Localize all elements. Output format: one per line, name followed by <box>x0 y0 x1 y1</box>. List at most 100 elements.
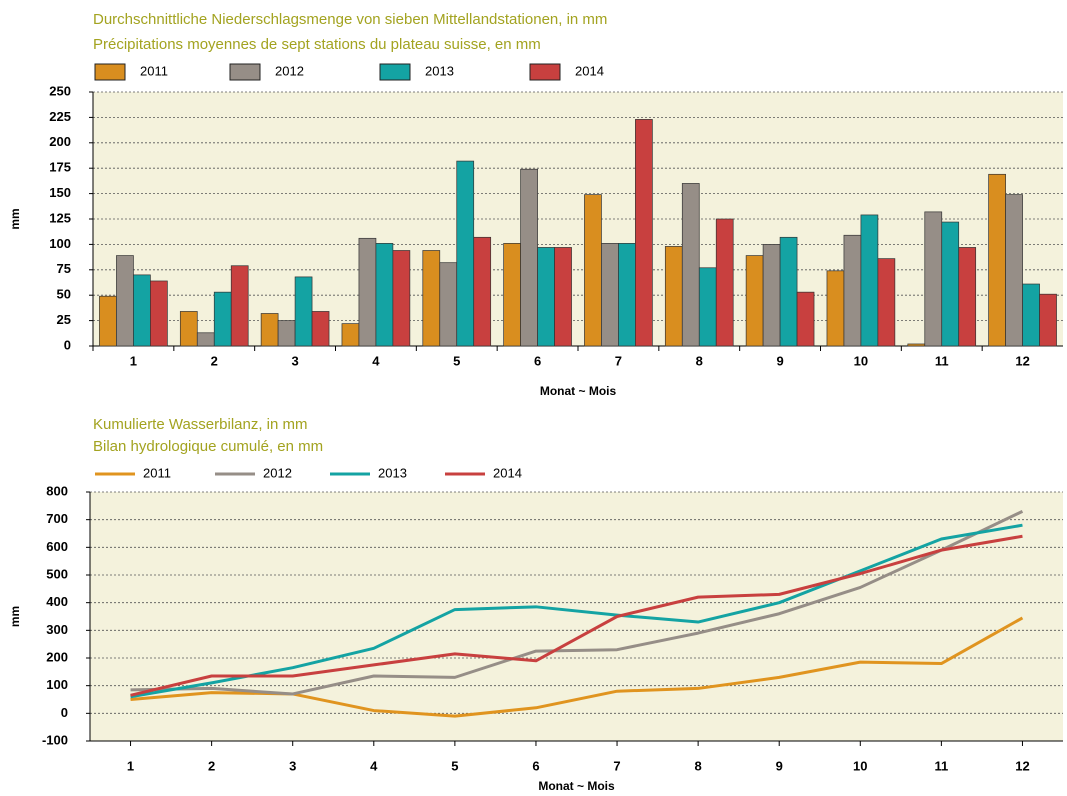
x-tick-label: 9 <box>776 758 783 773</box>
bar <box>664 246 683 347</box>
bar <box>601 243 619 347</box>
chart-subtitle: Précipitations moyennes de sept stations… <box>93 36 541 53</box>
legend-label: 2014 <box>493 465 522 480</box>
bar <box>681 183 700 347</box>
x-tick-label: 2 <box>208 758 215 773</box>
legend-label: 2012 <box>263 465 292 480</box>
chart-title: Kumulierte Wasserbilanz, in mm <box>93 416 308 433</box>
x-tick-label: 12 <box>1015 758 1029 773</box>
bar <box>779 236 798 347</box>
x-tick-label: 11 <box>935 758 949 773</box>
x-tick-label: 9 <box>776 353 783 368</box>
bar <box>537 247 555 347</box>
x-tick-label: 6 <box>532 758 539 773</box>
x-tick-label: 10 <box>853 758 867 773</box>
bar <box>422 250 441 347</box>
plot-area <box>90 492 1063 741</box>
x-tick-label: 2 <box>211 353 218 368</box>
bar <box>958 247 977 347</box>
x-tick-label: 4 <box>370 758 378 773</box>
y-axis-label: mm <box>8 606 22 627</box>
bar <box>277 320 296 347</box>
bar <box>99 295 117 347</box>
bar <box>715 218 734 347</box>
bar <box>1022 283 1040 347</box>
y-tick-label: 175 <box>49 160 71 175</box>
line <box>130 534 1023 697</box>
bar <box>860 214 879 347</box>
y-tick-label: -100 <box>42 732 68 747</box>
legend-label: 2013 <box>425 63 454 78</box>
x-tick-label: 1 <box>130 353 137 368</box>
bar <box>584 194 602 347</box>
y-tick-label: 400 <box>46 594 68 609</box>
x-tick-label: 7 <box>615 353 622 368</box>
y-tick-label: 0 <box>61 705 68 720</box>
bar <box>116 255 134 347</box>
legend-label: 2014 <box>575 63 604 78</box>
y-tick-label: 125 <box>49 210 71 225</box>
bar <box>907 343 926 347</box>
bar <box>988 173 1006 347</box>
x-axis-label: Monat ~ Mois <box>540 384 617 398</box>
x-tick-label: 10 <box>854 353 868 368</box>
legend-label: 2013 <box>378 465 407 480</box>
y-tick-label: 150 <box>49 185 71 200</box>
bar <box>473 236 492 347</box>
line <box>130 523 1023 699</box>
bar <box>826 270 845 347</box>
bar <box>196 332 215 347</box>
bar <box>1039 293 1057 347</box>
bar <box>150 280 168 347</box>
bar <box>392 250 411 347</box>
bar <box>456 160 475 347</box>
bar <box>877 258 896 347</box>
legend-swatch <box>529 63 561 81</box>
bar <box>554 247 572 347</box>
legend-swatch <box>94 63 126 81</box>
y-tick-label: 0 <box>64 337 71 352</box>
bar <box>260 313 279 347</box>
bar <box>358 237 377 347</box>
chart-title: Durchschnittliche Niederschlagsmenge von… <box>93 11 607 28</box>
line <box>130 510 1024 696</box>
legend-swatch <box>379 63 411 81</box>
y-tick-label: 300 <box>46 622 68 637</box>
bar <box>698 267 717 347</box>
bar <box>341 323 360 347</box>
bar <box>439 262 458 347</box>
bar <box>745 255 764 347</box>
bar <box>230 265 249 347</box>
legend-label: 2011 <box>143 465 171 480</box>
y-tick-label: 75 <box>57 261 71 276</box>
legend-swatch <box>229 63 261 81</box>
bar <box>294 276 313 347</box>
bar <box>843 234 862 347</box>
bar <box>375 243 394 347</box>
x-tick-label: 6 <box>534 353 541 368</box>
bar <box>941 221 960 347</box>
y-tick-label: 100 <box>46 677 68 692</box>
y-tick-label: 100 <box>49 236 71 251</box>
x-tick-label: 3 <box>291 353 298 368</box>
x-axis-label: Monat ~ Mois <box>538 779 615 793</box>
y-tick-label: 25 <box>57 312 71 327</box>
x-tick-label: 3 <box>289 758 296 773</box>
bar <box>924 211 943 347</box>
y-tick-label: 700 <box>46 511 68 526</box>
x-tick-label: 11 <box>935 353 949 368</box>
x-tick-label: 12 <box>1015 353 1029 368</box>
y-tick-label: 800 <box>46 483 68 498</box>
x-tick-label: 1 <box>127 758 134 773</box>
bar <box>311 311 330 347</box>
bar <box>1005 194 1023 347</box>
bar <box>213 291 232 347</box>
y-axis-label: mm <box>8 208 22 229</box>
legend-label: 2012 <box>275 63 304 78</box>
x-tick-label: 5 <box>453 353 460 368</box>
x-tick-label: 7 <box>613 758 620 773</box>
bar <box>635 119 653 347</box>
y-tick-label: 600 <box>46 539 68 554</box>
bar <box>133 274 151 347</box>
